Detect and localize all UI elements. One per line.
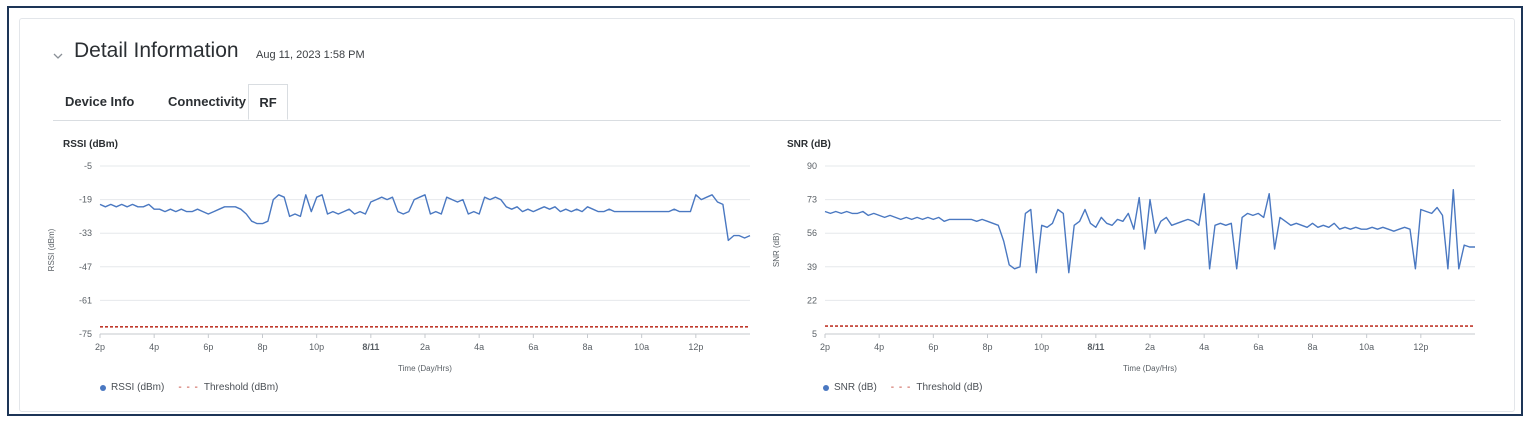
legend-item-threshold[interactable]: - - - Threshold (dBm) [178, 382, 278, 393]
tab-rf[interactable]: RF [248, 84, 288, 120]
dashed-line-icon: - - - [890, 382, 912, 393]
snr-legend: SNR (dB) - - - Threshold (dB) [823, 382, 982, 393]
x-tick-label: 4a [1199, 342, 1209, 352]
legend-item-snr[interactable]: SNR (dB) [823, 382, 877, 393]
x-tick-label: 6a [528, 342, 538, 352]
tab-connectivity[interactable]: Connectivity [168, 94, 247, 109]
y-tick-label: 39 [807, 262, 817, 272]
timestamp: Aug 11, 2023 1:58 PM [256, 49, 365, 61]
x-tick-label: 4p [874, 342, 884, 352]
legend-label-threshold: Threshold (dBm) [203, 382, 279, 393]
snr-chart-title: SNR (dB) [787, 139, 831, 150]
x-tick-label: 8p [982, 342, 992, 352]
x-tick-label: 10p [1034, 342, 1049, 352]
y-tick-label: 90 [807, 161, 817, 171]
y-tick-label: -75 [79, 329, 92, 339]
snr-chart: 90 73 56 39 22 52p 4p 6p 8p 10p 8/11 2a 4a 6a 8a 10a 12p… [772, 161, 1475, 373]
legend-label-snr: SNR (dB) [834, 382, 877, 393]
rssi-legend: RSSI (dBm) - - - Threshold (dBm) [100, 382, 278, 393]
series-line [824, 189, 1475, 274]
x-tick-label: 8/11 [1087, 342, 1104, 352]
x-tick-label: 2a [420, 342, 430, 352]
x-tick-label: 12p [1413, 342, 1428, 352]
y-tick-label: -47 [79, 262, 92, 272]
y-tick-label: -5 [84, 161, 92, 171]
y-tick-label: -19 [79, 195, 92, 205]
legend-label-threshold: Threshold (dB) [916, 382, 983, 393]
y-tick-label: 73 [807, 195, 817, 205]
x-tick-label: 8a [582, 342, 592, 352]
y-tick-label: -61 [79, 295, 92, 305]
x-tick-label: 10a [634, 342, 649, 352]
x-axis-label: Time (Day/Hrs) [1123, 364, 1177, 373]
x-tick-label: 6p [928, 342, 938, 352]
x-axis-label: Time (Day/Hrs) [398, 364, 452, 373]
x-tick-label: 2p [95, 342, 105, 352]
legend-item-threshold[interactable]: - - - Threshold (dB) [891, 382, 983, 393]
rssi-chart-title: RSSI (dBm) [63, 139, 118, 150]
series-dot-icon [823, 384, 829, 391]
dashed-line-icon: - - - [178, 382, 199, 393]
x-tick-label: 2a [1145, 342, 1155, 352]
y-tick-label: 22 [807, 295, 817, 305]
tab-device-info[interactable]: Device Info [65, 94, 135, 109]
x-tick-label: 10p [309, 342, 324, 352]
x-tick-label: 4p [149, 342, 159, 352]
x-tick-label: 2p [820, 342, 830, 352]
x-tick-label: 6p [203, 342, 213, 352]
y-tick-label: 56 [807, 228, 817, 238]
legend-item-rssi[interactable]: RSSI (dBm) [100, 382, 164, 393]
y-tick-label: 5 [812, 329, 817, 339]
x-tick-label: 12p [688, 342, 703, 352]
x-tick-label: 10a [1359, 342, 1374, 352]
window-frame: Detail Information Aug 11, 2023 1:58 PM … [7, 6, 1523, 416]
page-title: Detail Information [74, 39, 239, 62]
y-axis-label: RSSI (dBm) [47, 228, 56, 271]
x-tick-label: 6a [1253, 342, 1263, 352]
x-tick-label: 4a [474, 342, 484, 352]
y-tick-label: -33 [79, 228, 92, 238]
x-tick-label: 8a [1307, 342, 1317, 352]
legend-label-rssi: RSSI (dBm) [111, 382, 165, 393]
series-line [99, 194, 751, 242]
detail-panel: Detail Information Aug 11, 2023 1:58 PM … [19, 18, 1515, 412]
chevron-down-icon[interactable] [51, 49, 65, 63]
x-tick-label: 8/11 [362, 342, 379, 352]
x-tick-label: 8p [257, 342, 267, 352]
series-dot-icon [100, 384, 106, 391]
y-axis-label: SNR (dB) [772, 233, 781, 268]
tab-bar: Device Info Connectivity RF [53, 84, 1501, 121]
